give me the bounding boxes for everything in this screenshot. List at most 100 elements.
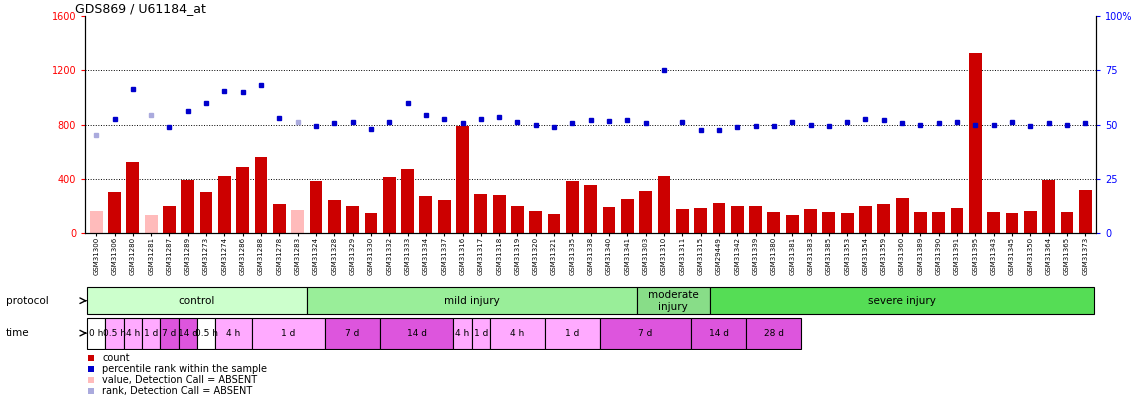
Bar <box>786 215 799 233</box>
Bar <box>328 200 341 233</box>
Bar <box>456 126 469 233</box>
Bar <box>822 212 835 233</box>
Bar <box>307 287 636 314</box>
Bar <box>291 210 304 233</box>
Bar <box>1024 211 1037 233</box>
Bar <box>710 287 1094 314</box>
Bar <box>124 318 142 349</box>
Bar <box>164 206 176 233</box>
Bar <box>746 318 801 349</box>
Bar <box>126 162 140 233</box>
Bar <box>144 215 158 233</box>
Bar <box>346 207 359 233</box>
Text: 1 d: 1 d <box>566 328 579 338</box>
Text: mild injury: mild injury <box>444 296 500 306</box>
Text: protocol: protocol <box>6 296 49 306</box>
Text: rank, Detection Call = ABSENT: rank, Detection Call = ABSENT <box>102 386 252 396</box>
Bar <box>383 177 395 233</box>
Bar <box>490 318 545 349</box>
Text: 0.5 h: 0.5 h <box>103 328 126 338</box>
Bar <box>1079 190 1092 233</box>
Bar <box>142 318 160 349</box>
Text: 0.5 h: 0.5 h <box>194 328 218 338</box>
Text: moderate
injury: moderate injury <box>648 290 699 311</box>
Bar <box>419 196 433 233</box>
Bar <box>252 318 325 349</box>
Text: time: time <box>6 328 30 338</box>
Bar <box>548 214 560 233</box>
Bar <box>951 209 963 233</box>
Bar <box>160 318 178 349</box>
Bar <box>730 207 744 233</box>
Bar <box>676 209 688 233</box>
Bar <box>90 211 102 233</box>
Bar <box>1061 212 1074 233</box>
Bar <box>401 169 414 233</box>
Bar <box>895 198 909 233</box>
Bar <box>471 318 490 349</box>
Bar <box>215 318 252 349</box>
Bar <box>1042 180 1055 233</box>
Text: 7 d: 7 d <box>638 328 653 338</box>
Bar <box>365 213 377 233</box>
Bar <box>493 195 506 233</box>
Bar <box>600 318 692 349</box>
Bar <box>273 205 286 233</box>
Text: GDS869 / U61184_at: GDS869 / U61184_at <box>75 2 206 15</box>
Text: 4 h: 4 h <box>456 328 469 338</box>
Text: 4 h: 4 h <box>226 328 241 338</box>
Bar <box>236 166 249 233</box>
Text: 28 d: 28 d <box>763 328 784 338</box>
Text: percentile rank within the sample: percentile rank within the sample <box>102 364 267 374</box>
Text: count: count <box>102 353 130 363</box>
Text: 14 d: 14 d <box>709 328 729 338</box>
Text: 1 d: 1 d <box>282 328 295 338</box>
Bar <box>437 200 451 233</box>
Text: 14 d: 14 d <box>177 328 198 338</box>
Bar <box>87 318 106 349</box>
Text: 4 h: 4 h <box>126 328 140 338</box>
Bar <box>325 318 381 349</box>
Bar <box>197 318 215 349</box>
Bar <box>381 318 453 349</box>
Bar <box>841 213 853 233</box>
Bar <box>602 207 616 233</box>
Bar <box>933 212 945 233</box>
Text: control: control <box>178 296 215 306</box>
Text: 7 d: 7 d <box>162 328 176 338</box>
Bar <box>511 207 524 233</box>
Bar <box>453 318 471 349</box>
Text: 1 d: 1 d <box>144 328 158 338</box>
Bar <box>545 318 600 349</box>
Bar <box>254 157 267 233</box>
Bar <box>1005 213 1018 233</box>
Bar <box>106 318 124 349</box>
Bar <box>914 212 927 233</box>
Bar <box>859 206 871 233</box>
Text: 0 h: 0 h <box>89 328 103 338</box>
Text: value, Detection Call = ABSENT: value, Detection Call = ABSENT <box>102 375 258 385</box>
Bar <box>182 180 194 233</box>
Text: 1 d: 1 d <box>474 328 488 338</box>
Bar <box>621 199 634 233</box>
Bar <box>310 181 323 233</box>
Bar <box>636 287 710 314</box>
Bar <box>658 176 670 233</box>
Bar <box>969 53 982 233</box>
Bar <box>692 318 746 349</box>
Bar <box>749 207 762 233</box>
Text: 4 h: 4 h <box>510 328 525 338</box>
Text: 14 d: 14 d <box>407 328 427 338</box>
Bar <box>178 318 197 349</box>
Text: 7 d: 7 d <box>345 328 360 338</box>
Text: severe injury: severe injury <box>868 296 936 306</box>
Bar <box>712 203 726 233</box>
Bar <box>529 211 542 233</box>
Bar <box>694 209 707 233</box>
Bar <box>200 192 212 233</box>
Bar <box>584 185 598 233</box>
Bar <box>768 212 780 233</box>
Bar <box>640 191 652 233</box>
Bar <box>987 212 1000 233</box>
Bar <box>566 181 579 233</box>
